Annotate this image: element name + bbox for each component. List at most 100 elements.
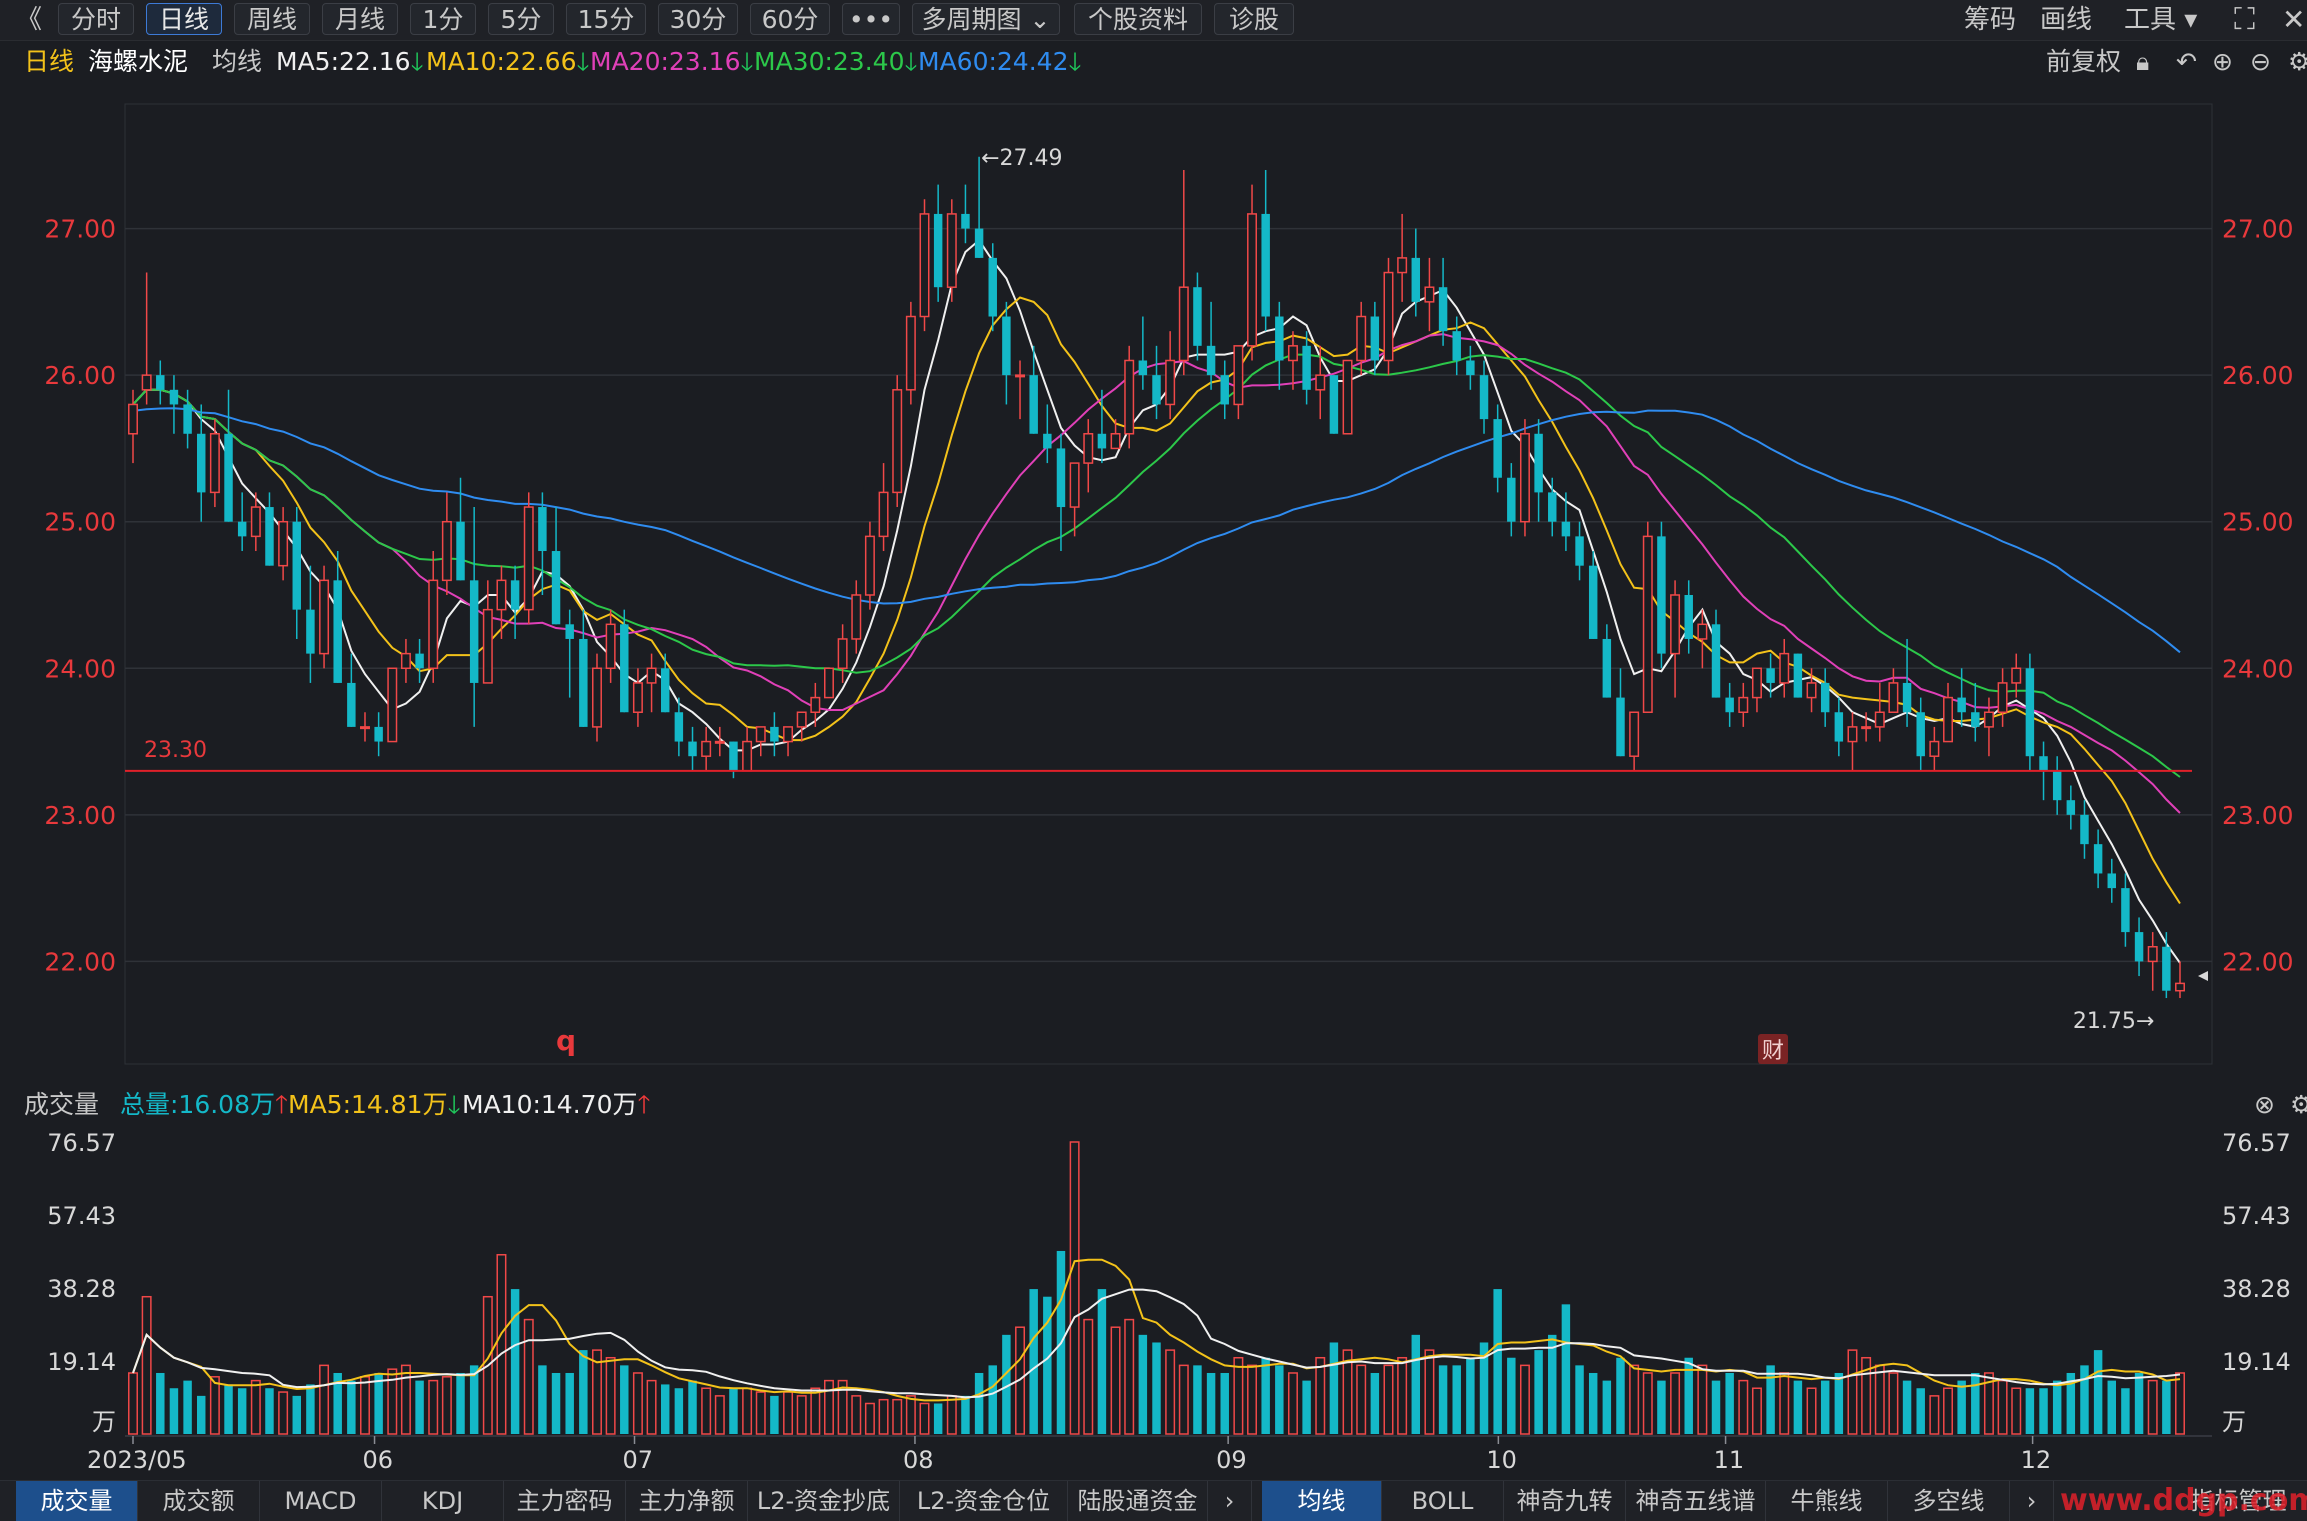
tab-ma[interactable]: 均线 — [1262, 1481, 1382, 1521]
tab-1min[interactable]: 1分 — [410, 3, 476, 35]
candle — [1902, 638, 1912, 727]
arrow-up-icon: 🡑 — [637, 1090, 651, 1119]
tab-volume[interactable]: 成交量 — [16, 1481, 138, 1521]
settings-icon[interactable]: ⚙ — [2290, 1090, 2307, 1119]
tab-main-net[interactable]: 主力净额 — [626, 1481, 748, 1521]
volume-label: 成交量 — [24, 1090, 100, 1119]
diagnose-button[interactable]: 诊股 — [1214, 3, 1294, 35]
tab-td9[interactable]: 神奇九转 — [1504, 1481, 1626, 1521]
candle-body — [428, 579, 439, 670]
volume-bar — [1507, 1357, 1516, 1434]
zoom-out-icon[interactable]: ⊖ — [2250, 47, 2271, 76]
zoom-in-icon[interactable]: ⊕ — [2212, 47, 2233, 76]
candle — [2080, 800, 2089, 859]
tab-zhouxian[interactable]: 周线 — [234, 3, 310, 35]
tab-bull-bear[interactable]: 牛熊线 — [1766, 1481, 1888, 1521]
candle-body — [1383, 271, 1394, 362]
tab-60min[interactable]: 60分 — [750, 3, 830, 35]
candle — [428, 551, 439, 683]
volume-bar — [169, 1388, 179, 1434]
ma30-text: MA30:23.40 — [754, 47, 905, 76]
candle-body — [646, 667, 657, 684]
candle — [864, 521, 875, 610]
volume-bar — [933, 1403, 943, 1434]
tab-15min[interactable]: 15分 — [566, 3, 646, 35]
tab-long-short[interactable]: 多空线 — [1888, 1481, 2010, 1521]
tab-fenshi[interactable]: 分时 — [58, 3, 134, 35]
volume-bar — [1370, 1372, 1380, 1434]
event-marker-cai: 财 — [1762, 1039, 1784, 1064]
tab-l2-position[interactable]: L2-资金仓位 — [900, 1481, 1068, 1521]
indicator-manage-button[interactable]: 指标管理 — [2190, 1487, 2287, 1515]
candle — [482, 580, 493, 684]
candle — [1466, 345, 1475, 390]
candle-body — [919, 213, 930, 318]
back-button[interactable]: 《 — [16, 5, 43, 35]
tab-rixian[interactable]: 日线 — [146, 3, 222, 35]
candle-body — [2121, 888, 2130, 933]
volume-bar — [456, 1372, 465, 1434]
volume-bar — [538, 1365, 547, 1434]
undo-icon[interactable]: ↶ — [2176, 47, 2197, 76]
tab-yuexian[interactable]: 月线 — [322, 3, 398, 35]
candle-body — [946, 213, 957, 288]
candle — [306, 565, 315, 683]
candle — [919, 199, 930, 332]
candle — [714, 726, 725, 757]
tab-l2-bottom[interactable]: L2-资金抄底 — [748, 1481, 900, 1521]
tab-boll[interactable]: BOLL — [1382, 1481, 1504, 1521]
tab-five-lines[interactable]: 神奇五线谱 — [1626, 1481, 1766, 1521]
volume-bar — [1193, 1365, 1202, 1434]
stock-profile-button[interactable]: 个股资料 — [1074, 3, 1202, 35]
chips-button[interactable]: 筹码 — [1964, 5, 2017, 35]
adjust-button[interactable]: 前复权 — [2046, 47, 2122, 76]
volume-bar — [714, 1395, 725, 1435]
candle-body — [278, 520, 289, 567]
draw-line-button[interactable]: 画线 — [2040, 5, 2093, 35]
ma60-line — [132, 407, 2181, 654]
tab-main-code[interactable]: 主力密码 — [504, 1481, 626, 1521]
volume-bar — [1247, 1364, 1258, 1435]
volume-tick-left: 57.43 — [47, 1202, 116, 1230]
volume-bar — [1834, 1372, 1844, 1434]
price-chart[interactable]: 27.00 27.00 26.00 26.00 25.00 25.00 24.00 24.00… — [0, 84, 2307, 1084]
volume-bar — [1043, 1296, 1052, 1434]
high-annotation: ←27.49 — [981, 146, 1062, 171]
candle-body — [674, 712, 684, 742]
candle — [1124, 345, 1135, 449]
more-button[interactable]: ••• — [842, 3, 900, 35]
fullscreen-icon[interactable]: ⛶ — [2234, 2, 2255, 37]
tab-turnover[interactable]: 成交额 — [138, 1481, 260, 1521]
tab-northbound[interactable]: 陆股通资金 — [1068, 1481, 1208, 1521]
volume-bar — [333, 1372, 342, 1434]
volume-chart[interactable]: 76.57 76.57 57.43 57.43 38.28 38.28 19.14 19.14… — [0, 1124, 2307, 1480]
candle-body — [2162, 946, 2171, 991]
volume-axis: 76.57 76.57 57.43 57.43 38.28 38.28 19.14 19.14… — [47, 1129, 2290, 1436]
event-marker-box — [1758, 1034, 1788, 1064]
volume-bar — [919, 1402, 930, 1435]
tools-button[interactable]: 工具 ▾ — [2124, 0, 2197, 40]
close-indicator-icon[interactable]: ⊗ — [2254, 1090, 2275, 1119]
volume-bar — [1383, 1364, 1394, 1435]
candle — [1287, 331, 1298, 390]
tab-5min[interactable]: 5分 — [488, 3, 554, 35]
multi-period-button[interactable]: 多周期图 ⌄ — [912, 3, 1060, 35]
chevron-down-icon: ▾ — [2184, 5, 2198, 35]
candle — [2052, 756, 2062, 815]
volume-bar — [2147, 1379, 2158, 1435]
volume-bar — [1519, 1364, 1530, 1435]
candle — [1152, 345, 1161, 420]
chevron-right-icon[interactable]: › — [2010, 1481, 2054, 1521]
lock-icon[interactable]: 🔒︎ — [2136, 47, 2150, 76]
settings-icon[interactable]: ⚙ — [2288, 47, 2307, 76]
close-icon[interactable]: ✕ — [2282, 3, 2306, 36]
tab-macd[interactable]: MACD — [260, 1481, 382, 1521]
tab-kdj[interactable]: KDJ — [382, 1481, 504, 1521]
chevron-right-icon[interactable]: › — [1208, 1481, 1252, 1521]
candle — [1015, 360, 1026, 420]
volume-bar — [796, 1395, 807, 1435]
tab-30min[interactable]: 30分 — [658, 3, 738, 35]
volume-bar — [810, 1387, 821, 1435]
candle — [1165, 331, 1176, 420]
candle — [783, 726, 794, 757]
